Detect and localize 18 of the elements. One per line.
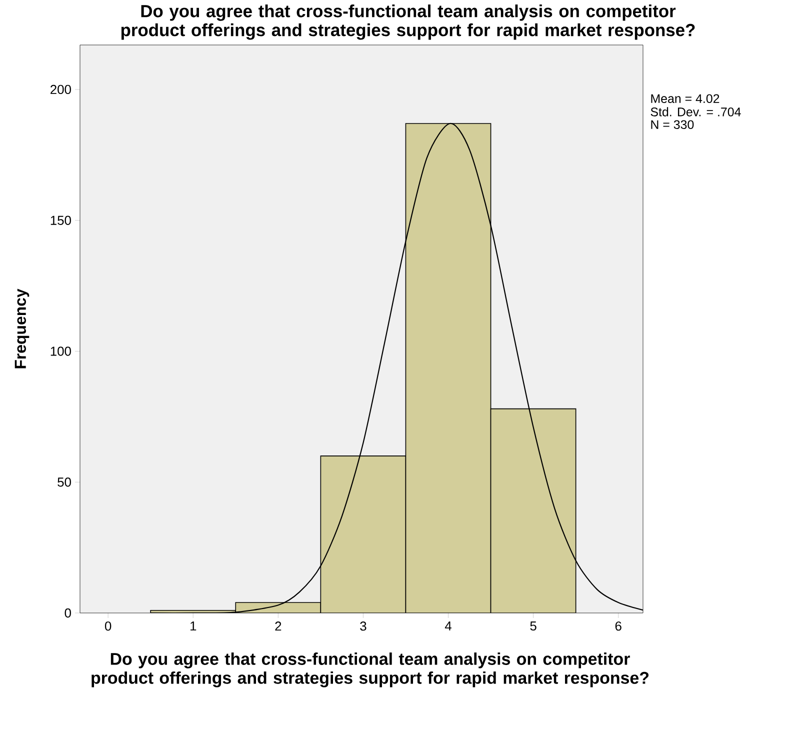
- x-tick-label: 6: [615, 622, 622, 631]
- chart-title: Do you agree that cross-functional team analysis on competitor product offerings and strategies support for rapid market response?: [121, 4, 695, 40]
- x-tick-label: 5: [530, 622, 536, 631]
- x-tick-label: 0: [104, 622, 112, 631]
- y-tick-label: 50: [58, 478, 71, 487]
- x-tick-label: 3: [360, 622, 366, 631]
- x-tick-label: 4: [444, 622, 452, 630]
- y-tick-label: 100: [50, 346, 71, 356]
- y-axis-title: Frequency: [14, 288, 30, 368]
- x-tick-label: 2: [275, 622, 282, 631]
- text: N = 330: [651, 120, 694, 130]
- text: Std. Dev. = .704: [650, 107, 741, 116]
- text: Mean = 4.02: [651, 94, 720, 104]
- y-tick-label: 150: [50, 216, 71, 225]
- x-tick-label: 1: [190, 622, 196, 630]
- y-tick-label: 200: [50, 84, 71, 94]
- y-tick-label: 0: [64, 608, 71, 618]
- x-axis-title: Do you agree that cross-functional team analysis on competitor product offerings and strategies support for rapid market response?: [92, 652, 649, 688]
